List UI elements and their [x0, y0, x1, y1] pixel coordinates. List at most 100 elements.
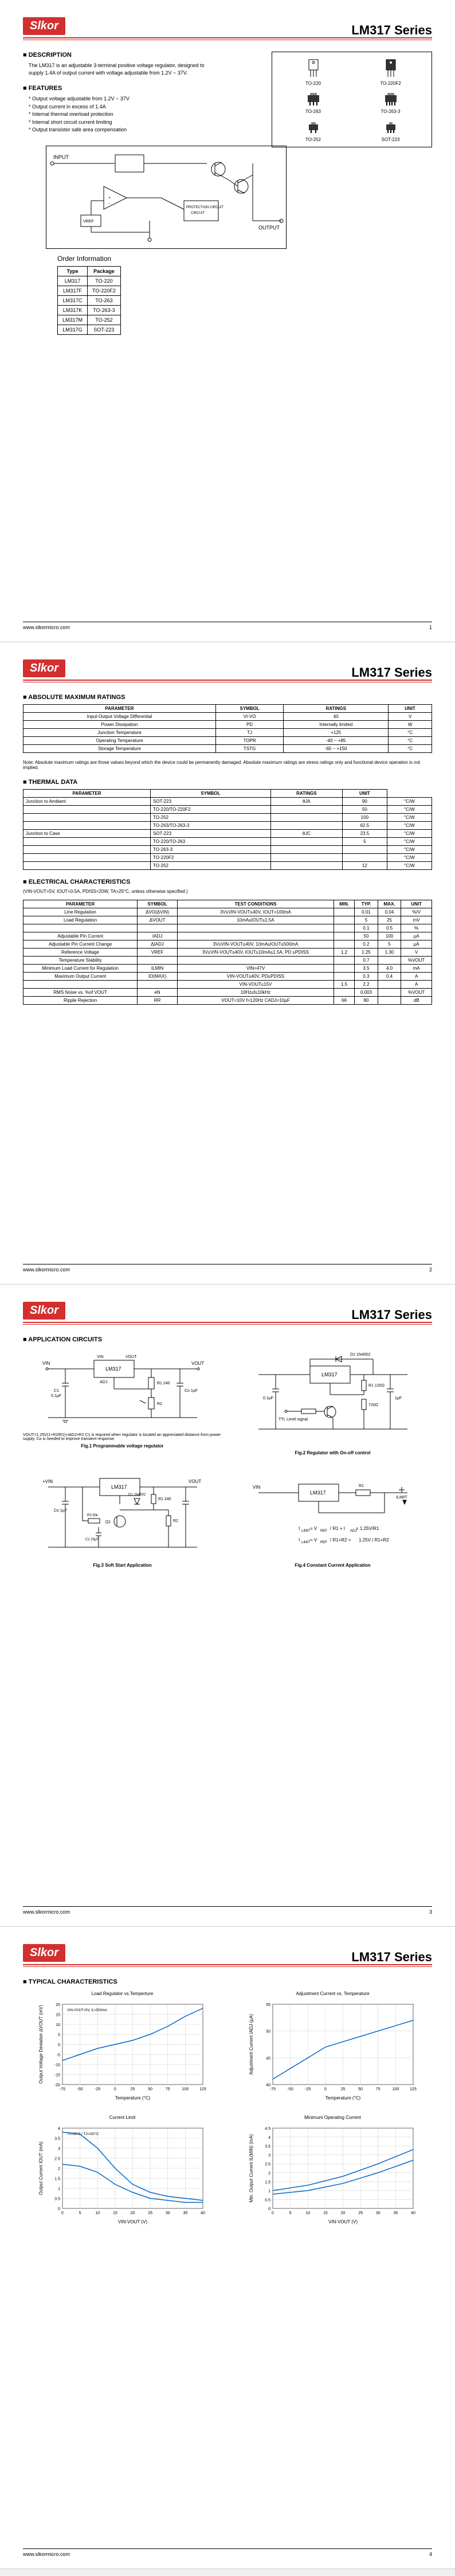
svg-text:-75: -75 — [269, 2087, 275, 2091]
cell: µA — [401, 940, 432, 949]
svg-text:100: 100 — [392, 2087, 399, 2091]
svg-text:20: 20 — [56, 2003, 60, 2007]
cell: ΔVO(ΔVIN) — [138, 908, 178, 916]
svg-text:+: + — [108, 196, 111, 200]
cell: °C — [389, 737, 432, 745]
page-number: 3 — [429, 1909, 432, 1915]
svg-text:125: 125 — [410, 2087, 417, 2091]
svg-text:VIN-VOUT (V): VIN-VOUT (V) — [118, 2219, 147, 2224]
schematic-output-label: OUTPUT — [258, 225, 280, 231]
cell: Ripple Rejection — [23, 997, 138, 1005]
svg-text:5: 5 — [289, 2211, 291, 2215]
cell: 5 — [378, 940, 401, 949]
cell: Junction Temperature — [23, 729, 216, 737]
cell: Power Dissipation — [23, 721, 216, 729]
circuit-fig4: LM317 VIN R1 ILIMIT ILIMIT = VREF / R1 +… — [233, 1467, 432, 1568]
cell: 4.0 — [378, 965, 401, 973]
cell: LM317K — [58, 305, 88, 315]
svg-text:Co 1µF: Co 1µF — [54, 1509, 67, 1513]
svg-text:= V: = V — [310, 1526, 317, 1531]
elec-conditions: (VIN-VOUT=5V, IOUT=0.5A, PDISS<20W, TA=2… — [23, 889, 432, 894]
package-to-220f2: TO-220F2 — [354, 57, 427, 86]
cell: eN — [138, 989, 178, 997]
svg-text:30: 30 — [375, 2211, 380, 2215]
block-schematic: INPUT OUTPUT + - — [46, 146, 287, 249]
schematic-input-label: INPUT — [53, 154, 69, 160]
svg-text:0: 0 — [58, 2043, 60, 2047]
brand-logo: Slkor — [23, 1302, 65, 1320]
svg-text:TJ=25°C / TJ=150°C: TJ=25°C / TJ=150°C — [67, 2133, 99, 2136]
svg-text:3.5: 3.5 — [265, 2145, 270, 2149]
brand-logo: Slkor — [23, 1944, 65, 1962]
svg-text:TTL Level signal: TTL Level signal — [279, 1418, 308, 1422]
cell: 1.2 — [334, 949, 354, 957]
svg-text:25: 25 — [148, 2211, 152, 2215]
cell: %VOUT — [401, 957, 432, 965]
svg-text:VIN-VOUT (V): VIN-VOUT (V) — [328, 2219, 358, 2224]
cell: mA — [401, 965, 432, 973]
fig3-caption: Fig.3 Soft Start Application — [23, 1563, 222, 1568]
svg-text:0: 0 — [272, 2211, 274, 2215]
abs-max-header: ABSOLUTE MAXIMUM RATINGS — [23, 694, 432, 701]
svg-text:Output Voltage Deviation ∆VOUT: Output Voltage Deviation ∆VOUT (mV) — [38, 2005, 44, 2084]
cell: W — [389, 721, 432, 729]
cell: 0.4 — [378, 973, 401, 981]
svg-text:55: 55 — [266, 2003, 270, 2007]
cell: Reference Voltage — [23, 949, 138, 957]
svg-text:Temperature (°C): Temperature (°C) — [115, 2095, 150, 2101]
svg-text:10: 10 — [305, 2211, 310, 2215]
cell — [334, 965, 354, 973]
svg-text:2.5: 2.5 — [54, 2157, 60, 2161]
svg-text:0.5: 0.5 — [265, 2198, 270, 2202]
cell — [378, 989, 401, 997]
order-info-section: Order Information TypePackageLM317TO-220… — [57, 255, 432, 335]
cell: Adjustable Pin Current — [23, 932, 138, 940]
cell: µA — [401, 932, 432, 940]
svg-text:5: 5 — [79, 2211, 81, 2215]
svg-text:+VIN: +VIN — [42, 1479, 53, 1484]
cell: 1.25 — [355, 949, 378, 957]
cell: VOUT=10V f=120Hz CADJ=10µF — [177, 997, 334, 1005]
cell: 80 — [355, 997, 378, 1005]
svg-text:= V: = V — [310, 1537, 317, 1543]
svg-text:15: 15 — [112, 2211, 117, 2215]
cell: TOPR — [215, 737, 283, 745]
cell: 2.2 — [355, 981, 378, 989]
svg-text:-75: -75 — [59, 2087, 65, 2091]
svg-text:40: 40 — [201, 2211, 205, 2215]
cell: Minimum Load Current for Regulation — [23, 965, 138, 973]
svg-text:0: 0 — [58, 2207, 60, 2211]
svg-text:0: 0 — [324, 2087, 326, 2091]
cell: LM317F — [58, 286, 88, 295]
cell: 0.1 — [355, 924, 378, 932]
abs-max-note: Note: Absolute maximum ratings are those… — [23, 760, 432, 770]
col-header: UNIT — [401, 900, 432, 908]
cell: 0.3 — [355, 973, 378, 981]
cell — [334, 908, 354, 916]
svg-text:-50: -50 — [77, 2087, 83, 2091]
elec-header: ELECTRICAL CHARACTERISTICS — [23, 879, 432, 885]
chart-adj-current: Adjustment Current vs. Temperature -75-5… — [233, 1991, 432, 2103]
cell: RR — [138, 997, 178, 1005]
order-info-header: Order Information — [57, 255, 432, 263]
cell: Input-Output Voltage Differential — [23, 713, 216, 721]
cell: LM317C — [58, 295, 88, 305]
page-footer: www.slkormicro.com 3 — [23, 1906, 432, 1915]
svg-text:VOUT: VOUT — [125, 1355, 137, 1359]
svg-text:I: I — [299, 1526, 300, 1531]
svg-text:= 1.25V/R1: = 1.25V/R1 — [356, 1526, 379, 1531]
series-title: LM317 Series — [351, 1307, 432, 1322]
svg-text:LIMIT: LIMIT — [301, 1541, 311, 1544]
svg-text:1.5: 1.5 — [54, 2177, 60, 2181]
cell: 0.04 — [378, 908, 401, 916]
chart-load-reg: Load Regulator vs.Temperture -75-50-2502… — [23, 1991, 222, 2103]
svg-text:LM317: LM317 — [310, 1490, 326, 1496]
cell: VIN=47V — [177, 965, 334, 973]
cell: Temperature Stability — [23, 957, 138, 965]
cell: 3V≤VIN-VOUT≤40V, 10mA≤IOUT≤500mA — [177, 940, 334, 949]
cell: 40 — [284, 713, 389, 721]
svg-text:3: 3 — [268, 2154, 270, 2158]
svg-text:2: 2 — [268, 2172, 270, 2176]
svg-text:1µF: 1µF — [395, 1396, 402, 1400]
cell: A — [401, 981, 432, 989]
